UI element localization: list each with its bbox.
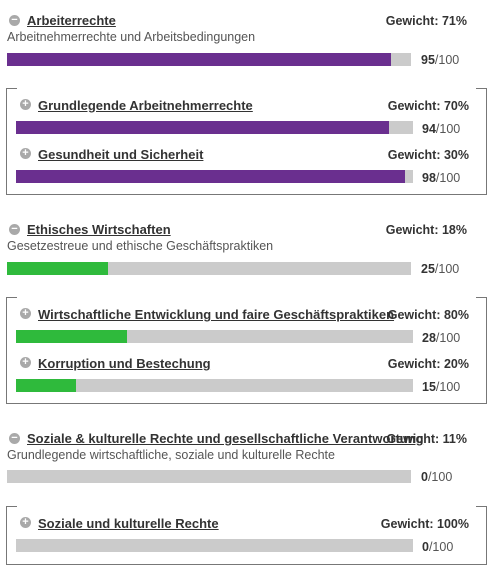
section-title[interactable]: Arbeiterrechte — [27, 13, 116, 28]
score-bar — [16, 330, 413, 343]
weight-label: Gewicht: 70% — [387, 99, 469, 113]
expand-icon[interactable]: + — [20, 99, 31, 110]
score-bar — [7, 470, 411, 483]
score-bar — [16, 121, 413, 134]
score-value: 95/100 — [421, 53, 460, 67]
score-value: 25/100 — [421, 262, 460, 276]
collapse-icon[interactable]: − — [9, 15, 20, 26]
score-value: 28/100 — [422, 331, 461, 345]
collapse-icon[interactable]: − — [9, 433, 20, 444]
section-subtitle: Arbeitnehmerrechte und Arbeitsbedingunge… — [7, 30, 256, 44]
subsection-title[interactable]: Korruption und Bestechung — [38, 356, 211, 371]
score-bar — [7, 53, 411, 66]
expand-icon[interactable]: + — [20, 517, 31, 528]
section-title[interactable]: Ethisches Wirtschaften — [27, 222, 171, 237]
score-bar-fill — [16, 330, 128, 343]
score-bar-fill — [16, 379, 76, 392]
section-subtitle: Gesetzestreue und ethische Geschäftsprak… — [7, 239, 274, 253]
subsection-title[interactable]: Soziale und kulturelle Rechte — [38, 516, 219, 531]
weight-label: Gewicht: 11% — [386, 432, 467, 446]
score-bar-fill — [16, 170, 406, 183]
score-value: 0/100 — [422, 540, 454, 554]
expand-icon[interactable]: + — [20, 148, 31, 159]
subsection-box: + Grundlegende Arbeitnehmerrechte Gewich… — [6, 88, 487, 195]
score-bar — [16, 379, 413, 392]
score-bar — [16, 170, 413, 183]
subsection-title[interactable]: Grundlegende Arbeitnehmerrechte — [38, 98, 253, 113]
score-bar-fill — [7, 262, 108, 275]
weight-label: Gewicht: 71% — [385, 14, 467, 28]
score-value: 98/100 — [422, 171, 461, 185]
section-subtitle: Grundlegende wirtschaftliche, soziale un… — [7, 448, 335, 462]
weight-label: Gewicht: 80% — [387, 308, 469, 322]
subsection-title[interactable]: Wirtschaftliche Entwicklung und faire Ge… — [38, 307, 395, 322]
weight-label: Gewicht: 30% — [387, 148, 469, 162]
score-value: 0/100 — [421, 470, 453, 484]
score-bar-fill — [16, 121, 390, 134]
score-value: 94/100 — [422, 122, 461, 136]
score-value: 15/100 — [422, 380, 461, 394]
subsection-box: + Soziale und kulturelle Rechte Gewicht:… — [6, 506, 487, 565]
collapse-icon[interactable]: − — [9, 224, 20, 235]
weight-label: Gewicht: 100% — [380, 517, 469, 531]
expand-icon[interactable]: + — [20, 308, 31, 319]
weight-label: Gewicht: 20% — [387, 357, 469, 371]
subsection-title[interactable]: Gesundheit und Sicherheit — [38, 147, 204, 162]
expand-icon[interactable]: + — [20, 357, 31, 368]
score-bar — [7, 262, 411, 275]
weight-label: Gewicht: 18% — [385, 223, 467, 237]
score-bar — [16, 539, 413, 552]
subsection-box: + Wirtschaftliche Entwicklung und faire … — [6, 297, 487, 404]
section-title[interactable]: Soziale & kulturelle Rechte und gesellsc… — [27, 431, 424, 446]
score-bar-fill — [7, 53, 391, 66]
